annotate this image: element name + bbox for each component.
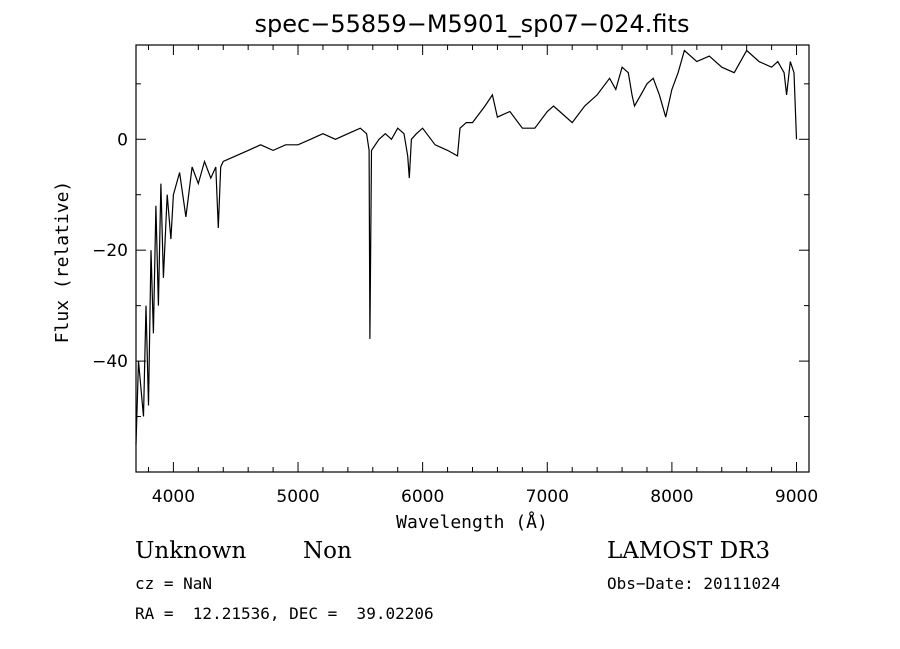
x-tick-label: 8000: [650, 487, 693, 507]
redshift-cz: cz = NaN: [135, 574, 213, 593]
object-subclass: Non: [303, 538, 352, 564]
chart-title: spec−55859−M5901_sp07−024.fits: [255, 10, 690, 38]
y-tick-label: −40: [92, 352, 128, 372]
x-axis-label: Wavelength (Å): [396, 511, 548, 533]
axis-tick-labels: 4000 5000 6000 7000 8000 9000 0 −20 −40: [92, 130, 818, 507]
x-tick-label: 9000: [775, 487, 818, 507]
ra-dec-coordinates: RA = 12.21536, DEC = 39.02206: [135, 604, 434, 623]
x-tick-label: 7000: [526, 487, 569, 507]
plot-frame: [135, 44, 810, 473]
x-tick-label: 6000: [401, 487, 444, 507]
y-tick-label: −20: [92, 241, 128, 261]
y-axis-label: Flux (relative): [52, 181, 73, 344]
y-tick-label: 0: [117, 130, 128, 150]
survey-name: LAMOST DR3: [607, 538, 771, 564]
object-class: Unknown: [135, 538, 247, 564]
axis-ticks: [136, 45, 809, 472]
x-tick-label: 4000: [152, 487, 195, 507]
obs-date: Obs−Date: 20111024: [607, 574, 781, 593]
x-tick-label: 5000: [276, 487, 319, 507]
spectrum-line: [135, 49, 798, 445]
